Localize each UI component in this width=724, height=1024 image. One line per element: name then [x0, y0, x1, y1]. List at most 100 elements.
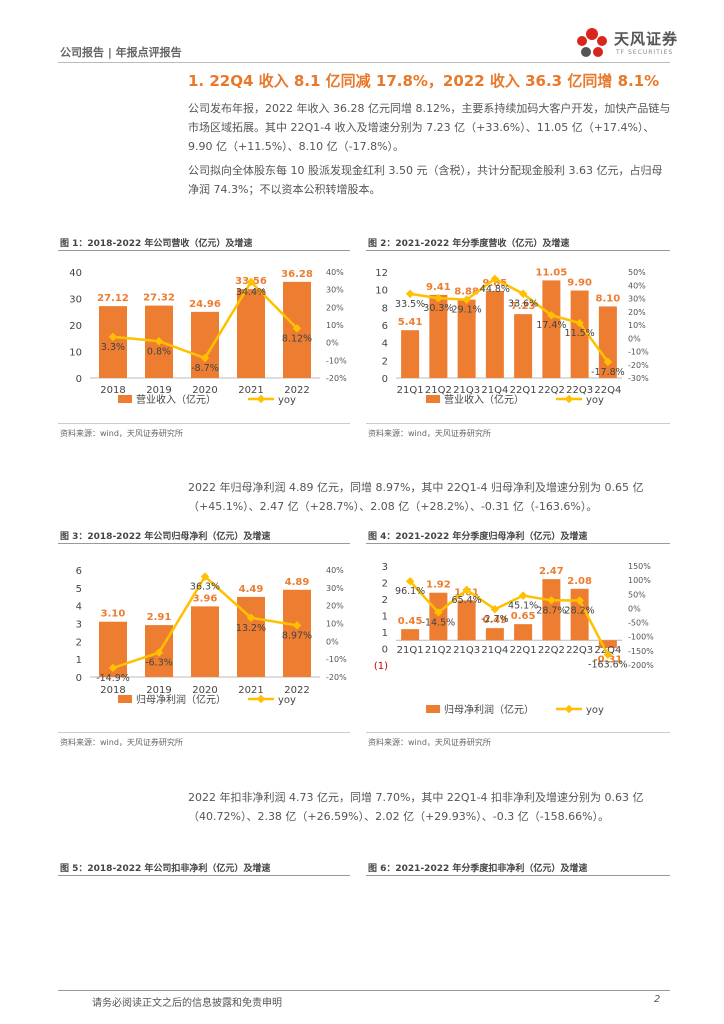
bar-value-label: 0.49: [483, 615, 508, 626]
y-left-tick-label: 0: [76, 374, 82, 385]
figure-4-chart: (1) 0 1 1 2 2 3 -200% -150% -100% -50% 0% 50% 100% 150…: [374, 562, 654, 716]
y-left-tick-label: 12: [375, 268, 388, 279]
figure-4-title: 图 4：2021-2022 年分季度归母净利（亿元）及增速: [368, 532, 588, 542]
figure-2-title: 图 2：2021-2022 年分季度营收（亿元）及增速: [368, 239, 570, 249]
y-right-tick-label: 0%: [628, 604, 641, 613]
yoy-point: [434, 608, 443, 617]
bar: [191, 606, 219, 677]
y-right-tick-label: -10%: [326, 356, 347, 365]
figure-3-title: 图 3：2018-2022 年公司归母净利（亿元）及增速: [60, 532, 271, 542]
category-tick-label: 21Q4: [481, 645, 508, 656]
bar-value-label: 3.96: [193, 593, 218, 604]
bar-value-label: 9.41: [426, 282, 451, 293]
legend-line-label: yoy: [278, 695, 296, 706]
yoy-point: [108, 663, 118, 673]
y-left-tick-label: 20: [69, 321, 82, 332]
paragraph-revenue: 公司发布年报，2022 年收入 36.28 亿元同增 8.12%，主要系持续加码…: [188, 102, 671, 153]
legend-line-marker: [564, 394, 574, 404]
yoy-label: 96.1%: [395, 586, 425, 597]
figure-2-top-rule: [366, 250, 670, 251]
figure-5-title: 图 5：2018-2022 年公司扣非净利（亿元）及增速: [60, 864, 271, 874]
yoy-label: 17.4%: [536, 320, 566, 331]
legend-line-marker: [564, 704, 574, 714]
paragraph-dividend: 公司拟向全体股东每 10 股派发现金红利 3.50 元（含税），共计分配现金股利…: [188, 164, 663, 196]
y-right-tick-label: -10%: [326, 655, 347, 664]
yoy-label: 28.2%: [565, 605, 595, 616]
y-left-tick-label: 4: [76, 602, 82, 613]
y-right-tick-label: 30%: [628, 295, 646, 304]
category-tick-label: 22Q1: [510, 645, 537, 656]
figure-6-title: 图 6：2021-2022 年分季度扣非净利（亿元）及增速: [368, 864, 588, 874]
y-right-tick-label: 40%: [326, 566, 344, 575]
yoy-label: 8.97%: [282, 630, 312, 641]
y-left-tick-label: (1): [374, 661, 388, 672]
y-right-tick-label: -30%: [628, 374, 649, 383]
legend-bar-label: 营业收入（亿元）: [444, 393, 524, 406]
category-tick-label: 2022: [284, 685, 309, 696]
bar: [237, 289, 265, 378]
y-left-tick-label: 2: [382, 595, 388, 606]
y-right-tick-label: 10%: [628, 321, 646, 330]
y-left-tick-label: 2: [382, 356, 388, 367]
yoy-point: [200, 353, 210, 363]
bar-value-label: 27.12: [97, 293, 129, 304]
bar-value-label: 9.90: [567, 278, 592, 289]
y-left-tick-label: 10: [69, 348, 82, 359]
y-right-tick-label: 20%: [326, 303, 344, 312]
y-left-tick-label: 30: [69, 295, 82, 306]
y-right-tick-label: 20%: [326, 602, 344, 611]
yoy-label: 36.3%: [190, 582, 220, 593]
legend-line-marker: [256, 394, 266, 404]
figure-1-chart: 0 10 20 30 40 -20% -10% 0% 10% 20% 30% 40% 27.12 2018…: [69, 268, 347, 406]
y-right-tick-label: 150%: [628, 562, 651, 571]
page-number: 2: [654, 994, 661, 1005]
bar-value-label: 27.32: [143, 293, 175, 304]
bar: [457, 600, 476, 641]
category-tick-label: 22Q3: [566, 385, 593, 396]
bar-value-label: 1.92: [426, 580, 451, 591]
category-tick-label: 2019: [146, 685, 171, 696]
y-right-tick-label: -100%: [628, 633, 654, 642]
yoy-point: [462, 295, 471, 304]
y-right-tick-label: 0%: [326, 339, 339, 348]
yoy-point: [292, 621, 302, 630]
y-right-tick-label: -20%: [326, 374, 347, 383]
figure-6-top-rule: [366, 875, 670, 876]
y-left-tick-label: 8: [382, 303, 388, 314]
logo-flower-icon: [577, 28, 607, 57]
category-tick-label: 22Q2: [538, 385, 565, 396]
report-type-header: 公司报告 | 年报点评报告: [60, 46, 182, 59]
yoy-label: -8.7%: [191, 363, 219, 374]
figure-1-bottom-rule: [58, 423, 350, 424]
category-tick-label: 22Q3: [566, 645, 593, 656]
bar-value-label: 5.41: [398, 317, 423, 328]
y-left-tick-label: 6: [382, 321, 388, 332]
bar: [283, 589, 311, 677]
category-tick-label: 2019: [146, 385, 171, 396]
bar-value-label: 4.49: [239, 584, 264, 595]
footer-divider: [58, 990, 670, 991]
y-right-tick-label: 50%: [628, 268, 646, 277]
y-right-tick-label: 50%: [628, 590, 646, 599]
yoy-label: 8.12%: [282, 333, 312, 344]
yoy-point: [490, 604, 500, 614]
bar: [514, 624, 533, 641]
section-title: 1. 22Q4 收入 8.1 亿同减 17.8%，2022 收入 36.3 亿同…: [188, 72, 660, 90]
category-tick-label: 2021: [238, 385, 263, 396]
footer-disclaimer: 请务必阅读正文之后的信息披露和免责申明: [92, 998, 282, 1009]
category-tick-label: 2022: [284, 385, 309, 396]
figure-2-source: 资料来源：wind，天风证券研究所: [368, 429, 491, 438]
bar: [542, 579, 561, 641]
y-right-tick-label: 0%: [326, 637, 339, 646]
figure-3-bottom-rule: [58, 732, 350, 733]
bar: [401, 629, 420, 641]
y-right-tick-label: 40%: [628, 281, 646, 290]
category-tick-label: 2018: [100, 385, 125, 396]
y-right-tick-label: 100%: [628, 576, 651, 585]
bar: [429, 294, 448, 378]
y-right-tick-label: 10%: [326, 620, 344, 629]
y-right-tick-label: 0%: [628, 334, 641, 343]
yoy-line: [409, 580, 609, 656]
y-left-tick-label: 4: [382, 339, 388, 350]
legend-bar-label: 营业收入（亿元）: [136, 393, 216, 406]
